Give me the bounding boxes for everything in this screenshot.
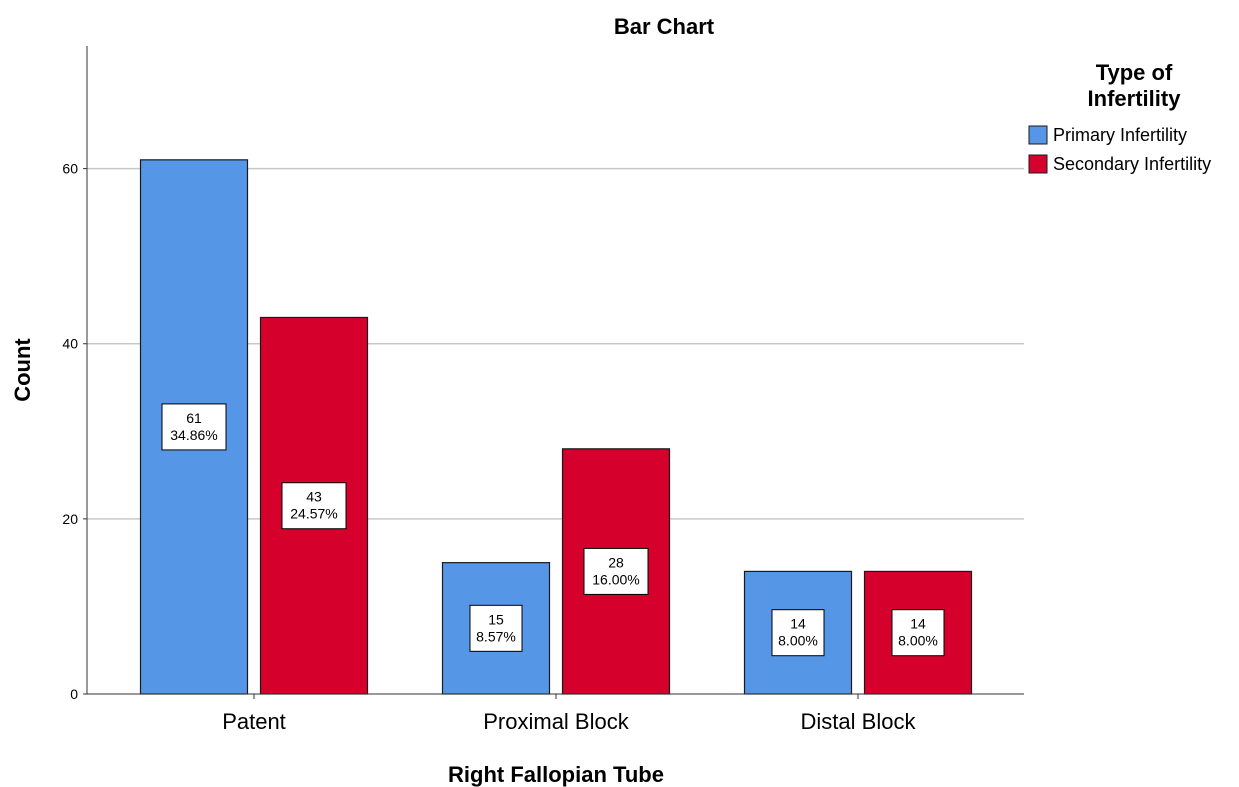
x-axis-title: Right Fallopian Tube	[448, 762, 664, 787]
data-label-box	[891, 609, 945, 657]
legend-label: Primary Infertility	[1053, 125, 1187, 145]
data-label-count: 61	[186, 410, 202, 426]
bars	[139, 159, 973, 695]
x-tick-label: Distal Block	[801, 709, 917, 734]
y-tick-label: 60	[62, 161, 78, 177]
y-axis-title: Count	[10, 338, 35, 402]
x-tick-label: Patent	[222, 709, 286, 734]
legend-items: Primary Infertility Secondary Infertility	[1028, 125, 1211, 174]
x-tick-label: Proximal Block	[483, 709, 629, 734]
legend-label: Secondary Infertility	[1053, 154, 1211, 174]
y-tick-label: 0	[70, 686, 78, 702]
data-label-count: 28	[608, 554, 624, 570]
legend-swatch	[1028, 154, 1048, 174]
data-label-count: 14	[790, 616, 806, 632]
data-label-percent: 8.57%	[476, 628, 516, 644]
data-label-box	[771, 609, 825, 657]
data-label-percent: 8.00%	[778, 633, 818, 649]
data-label-box	[281, 482, 347, 530]
legend-title-line-2: Infertility	[1088, 86, 1182, 111]
data-label-percent: 8.00%	[898, 633, 938, 649]
data-label-box	[469, 604, 523, 652]
data-label-percent: 24.57%	[290, 506, 337, 522]
data-labels: 6134.86%4324.57%158.57%2816.00%148.00%14…	[161, 403, 945, 657]
data-label-percent: 16.00%	[592, 571, 639, 587]
data-label-count: 43	[306, 489, 322, 505]
data-label-count: 14	[910, 616, 926, 632]
data-label-box	[583, 547, 649, 595]
data-label-box	[161, 403, 227, 451]
chart-title: Bar Chart	[614, 14, 715, 39]
legend-title-line-1: Type of	[1096, 60, 1173, 85]
data-label-count: 15	[488, 611, 504, 627]
legend: Type of Infertility Primary Infertility S…	[1028, 60, 1211, 174]
y-tick-label: 40	[62, 336, 78, 352]
x-ticks: Patent Proximal Block Distal Block	[222, 694, 916, 734]
legend-swatch	[1028, 125, 1048, 145]
y-ticks: 0 20 40 60	[62, 161, 87, 702]
data-label-percent: 34.86%	[170, 427, 217, 443]
y-tick-label: 20	[62, 511, 78, 527]
